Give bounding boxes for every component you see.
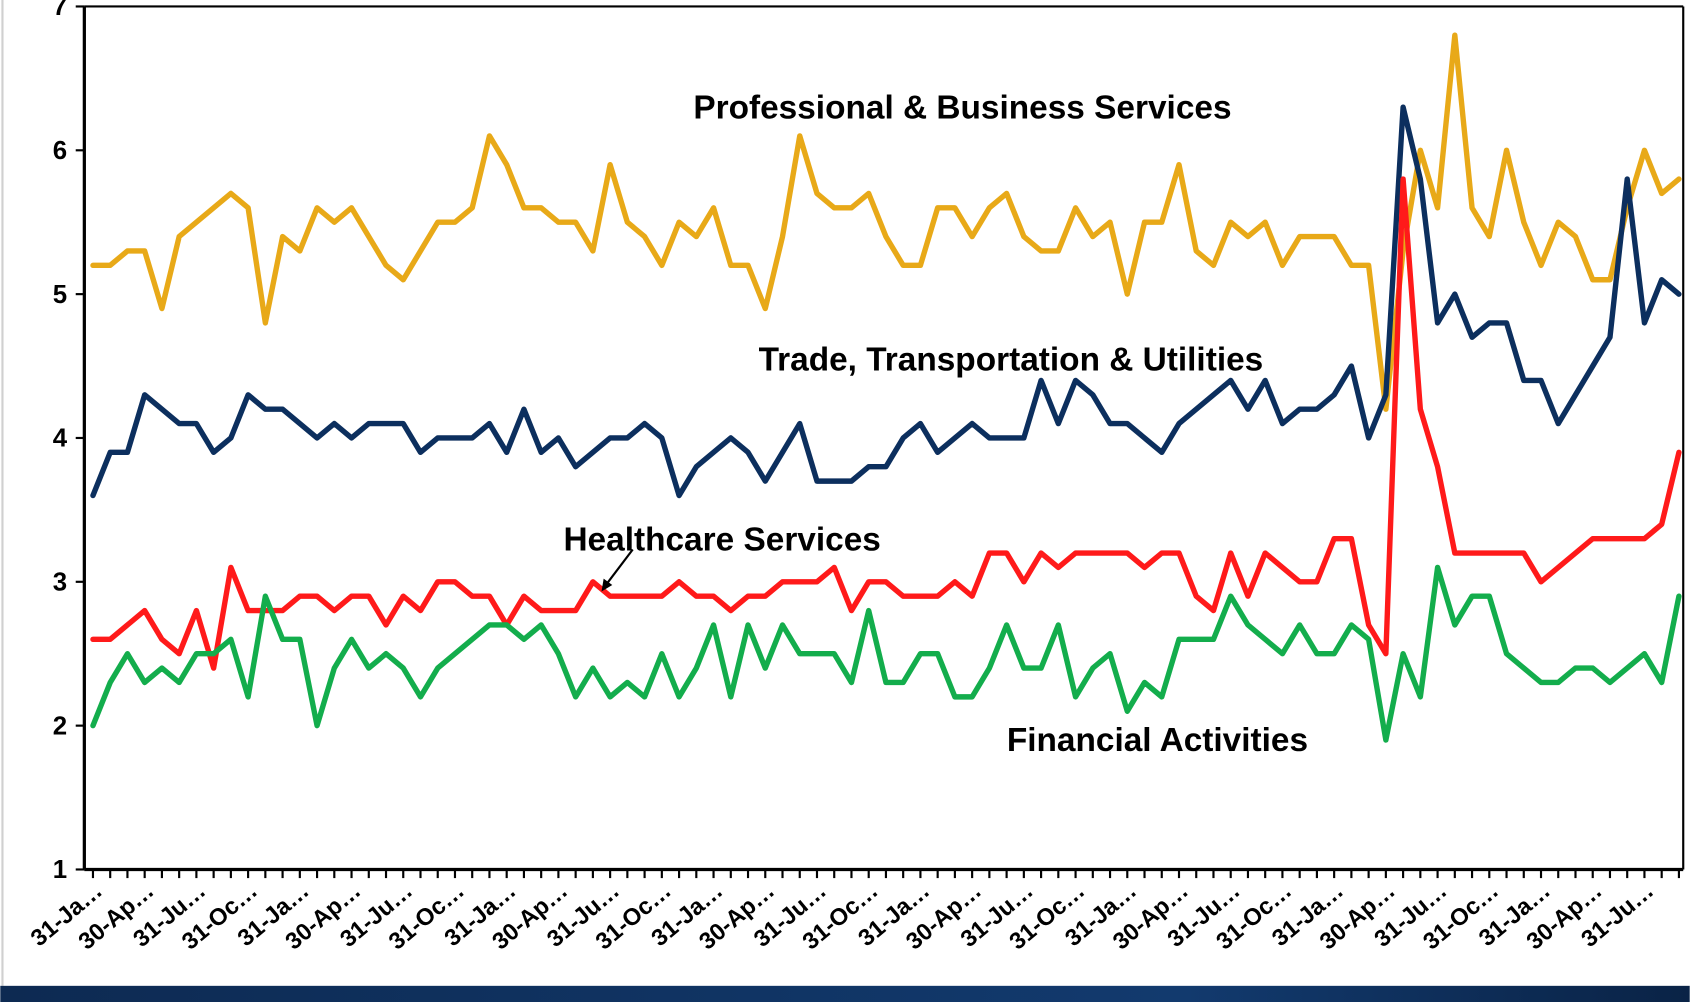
series-line — [90, 176, 1682, 671]
series-label: Trade, Transportation & Utilities — [759, 342, 1264, 379]
series-label: Professional & Business Services — [693, 90, 1231, 127]
y-tick-label: 2 — [53, 712, 67, 740]
annotation-arrow — [604, 548, 634, 586]
y-tick-label: 1 — [53, 856, 67, 884]
series-label: Healthcare Services — [563, 522, 880, 559]
series-label: Financial Activities — [1007, 722, 1308, 759]
series-line — [90, 564, 1682, 743]
arrow-head — [601, 578, 613, 592]
y-tick-label: 5 — [53, 281, 67, 309]
footer-bar — [0, 985, 1690, 1002]
y-tick-label: 4 — [53, 425, 68, 453]
y-tick-label: 6 — [53, 137, 67, 165]
series-line — [90, 32, 1682, 412]
y-tick-label: 7 — [53, 0, 67, 21]
series-line — [90, 104, 1682, 499]
y-tick-label: 3 — [53, 568, 67, 596]
